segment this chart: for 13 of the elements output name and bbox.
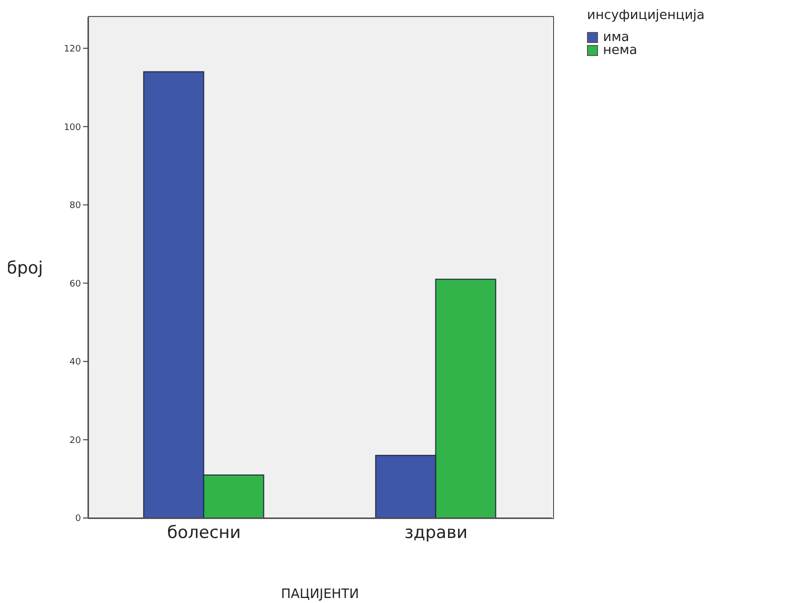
y-tick-label: 100 [64, 122, 82, 133]
x-tick-label: болесни [167, 523, 241, 544]
x-tick-label: здрави [404, 523, 468, 544]
y-tick-label: 60 [70, 279, 82, 290]
x-axis-title: ПАЦИЈЕНТИ [281, 587, 359, 602]
y-tick-label: 20 [70, 436, 82, 446]
legend-label: има [603, 30, 630, 45]
y-tick-label: 40 [70, 358, 82, 368]
y-tick-label: 0 [75, 514, 82, 524]
y-tick-label: 80 [70, 201, 82, 212]
legend-title: инсуфицијенција [587, 8, 705, 23]
legend-label: нема [603, 43, 638, 58]
y-tick-label: 120 [64, 44, 82, 55]
